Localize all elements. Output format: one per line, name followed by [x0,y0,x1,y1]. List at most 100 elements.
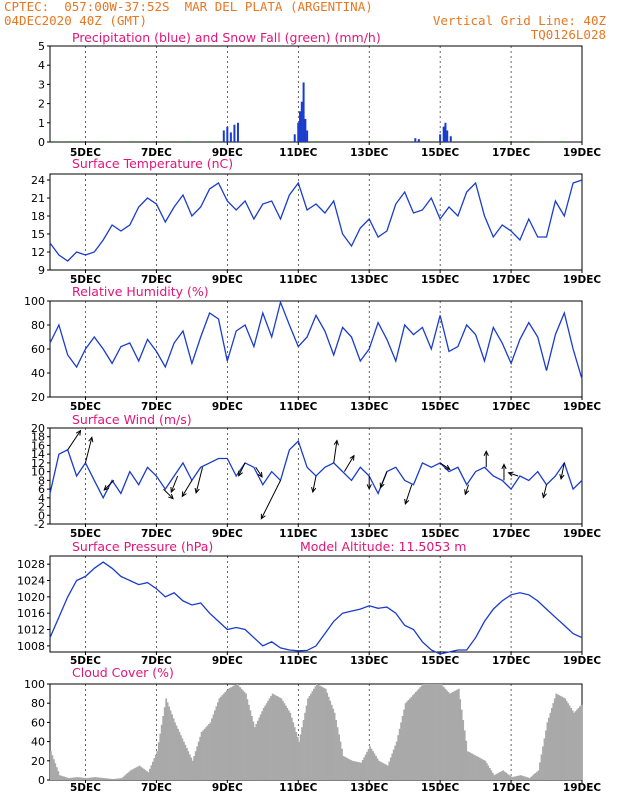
cloud-cover-bar [236,684,238,780]
x-tick-label: 13DEC [350,528,389,540]
y-tick-label: 100 [24,678,45,691]
wind-arrow [255,466,263,478]
cloud-cover-bar [521,775,524,780]
cloud-cover-bar [324,688,327,780]
cloud-cover-bar [551,708,553,780]
wind-arrow-head [103,485,110,491]
cloud-cover-bar [373,753,376,780]
cloud-cover-bar [493,775,496,780]
panel-frame [49,427,583,525]
wind-arrow-head [181,491,187,498]
cloud-cover-bar [527,777,530,780]
cloud-cover-bar [305,705,308,780]
cloud-cover-bar [483,760,485,780]
cloud-cover-bar [425,684,428,780]
cloud-cover-bar [308,696,311,780]
cloud-cover-bar [243,692,246,780]
cloud-cover-bar [147,772,150,780]
cloud-cover-bar [55,767,58,780]
y-tick-label: 4 [38,492,45,505]
cloud-cover-bar [388,761,391,780]
cloud-cover-bar [196,746,199,780]
precip-bar [446,130,449,142]
cloud-cover-bar [341,748,343,780]
cloud-cover-bar [225,690,228,780]
cloud-cover-bar [64,777,67,780]
cloud-cover-bar [468,752,470,780]
x-tick-label: 7DEC [141,147,172,159]
cloud-cover-bar [350,760,352,780]
cloud-cover-bar [434,684,436,780]
cloud-cover-bar [228,688,231,780]
cloud-cover-bar [81,777,83,780]
snow-bar [102,141,105,143]
cloud-cover-bar [205,727,207,780]
x-tick-label: 9DEC [212,401,243,413]
cloud-cover-bar [474,755,476,780]
cloud-cover-bar [157,742,160,780]
x-tick-label: 19DEC [563,401,602,413]
x-tick-label: 5DEC [70,528,101,540]
cloud-cover-bar [528,778,531,780]
wind-arrow-head [559,473,565,481]
cloud-cover-bar [237,685,240,780]
cloud-cover-bar [274,695,277,780]
cloud-cover-bar [209,722,212,780]
panel-title: Cloud Cover (%) [72,665,174,680]
precip-bar [226,126,229,142]
cloud-cover-bar [299,734,302,780]
cloud-cover-bar [552,703,555,780]
cloud-cover-bar [330,704,333,780]
cloud-cover-bar [565,700,568,780]
cloud-cover-bar [85,778,88,780]
cloud-cover-bar [295,732,298,780]
cloud-cover-bar [327,696,330,780]
cloud-cover-bar [579,706,581,780]
cloud-cover-bar [435,684,438,780]
cloud-cover-bar [355,761,358,780]
cloud-cover-bar [58,775,61,780]
cloud-cover-bar [397,735,400,780]
wind-arrow [333,440,338,463]
cloud-cover-bar [191,760,194,780]
cloud-cover-bar [188,754,191,780]
cloud-cover-bar [120,778,123,780]
x-tick-label: 7DEC [141,655,172,667]
wind-arrow-head [464,489,470,496]
cloud-cover-bar [61,776,64,780]
cloud-cover-bar [426,684,429,780]
cloud-cover-bar [199,736,202,780]
cloud-cover-bar [524,776,527,780]
cloud-cover-bar [132,768,135,780]
cloud-cover-bar [348,759,351,780]
cloud-cover-bar [454,690,457,780]
cloud-cover-bar [333,712,336,780]
cloud-cover-bar [459,699,462,780]
cloud-cover-bar [338,734,340,780]
snow-bar [187,141,190,143]
cloud-cover-bar [79,777,82,780]
wind-arrow [103,480,115,491]
wind-arrow-head [501,463,507,470]
cloud-cover-bar [522,776,525,780]
cloud-cover-bar [394,745,397,780]
cloud-cover-bar [319,685,321,780]
cloud-cover-bar [452,692,454,780]
cloud-cover-bar [347,758,349,780]
cloud-cover-bar [382,763,385,780]
vertical-grid-line-note: Vertical Grid Line: 40Z [432,13,606,28]
cloud-cover-bar [169,710,172,780]
cloud-cover-bar [490,770,493,780]
x-tick-label: 5DEC [70,655,101,667]
cloud-cover-bar [125,774,128,780]
cloud-cover-bar [180,735,182,780]
cloud-cover-bar [453,691,456,780]
cloud-cover-bar [279,697,281,780]
cloud-cover-bar [91,777,94,780]
cloud-cover-bar [444,688,447,780]
cloud-cover-bar [556,694,559,780]
precip-bar [302,82,305,142]
forecast-date: 04DEC2020 40Z (GMT) [4,13,147,28]
panel-frame [49,555,583,653]
cloud-cover-bar [51,755,54,780]
